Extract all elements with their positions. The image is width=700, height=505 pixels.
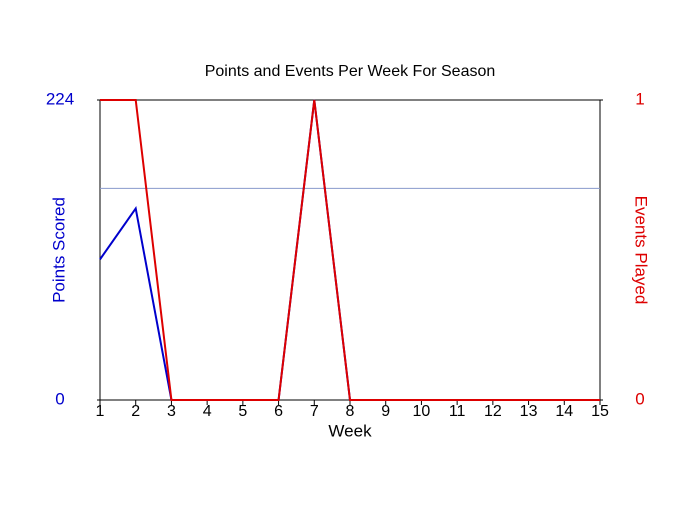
x-tick-label: 12 bbox=[484, 403, 502, 420]
x-tick-label: 3 bbox=[167, 403, 176, 420]
series-line bbox=[99, 99, 600, 401]
y2-axis-label: Events Played bbox=[632, 196, 651, 305]
x-tick-label: 15 bbox=[591, 403, 609, 420]
x-tick-label: 13 bbox=[520, 403, 538, 420]
x-tick-label: 4 bbox=[203, 403, 212, 420]
x-tick-label: 14 bbox=[555, 403, 573, 420]
x-tick-label: 5 bbox=[238, 403, 247, 420]
y2-tick-label: 0 bbox=[635, 389, 644, 408]
x-tick-label: 10 bbox=[413, 403, 431, 420]
y-tick-label: 0 bbox=[55, 389, 64, 408]
x-tick-label: 2 bbox=[131, 403, 140, 420]
x-tick-label: 6 bbox=[274, 403, 283, 420]
x-tick-label: 9 bbox=[381, 403, 390, 420]
chart-title: Points and Events Per Week For Season bbox=[205, 63, 496, 80]
x-tick-label: 7 bbox=[310, 403, 319, 420]
x-axis-label: Week bbox=[328, 421, 372, 440]
y2-tick-label: 1 bbox=[635, 89, 644, 108]
plot-frame bbox=[99, 99, 601, 401]
x-tick-label: 1 bbox=[96, 403, 105, 420]
x-tick-label: 8 bbox=[346, 403, 355, 420]
y-axis-label: Points Scored bbox=[49, 197, 68, 303]
y-tick-label: 224 bbox=[46, 89, 74, 108]
x-tick-label: 11 bbox=[449, 403, 466, 420]
series-line bbox=[100, 99, 600, 401]
